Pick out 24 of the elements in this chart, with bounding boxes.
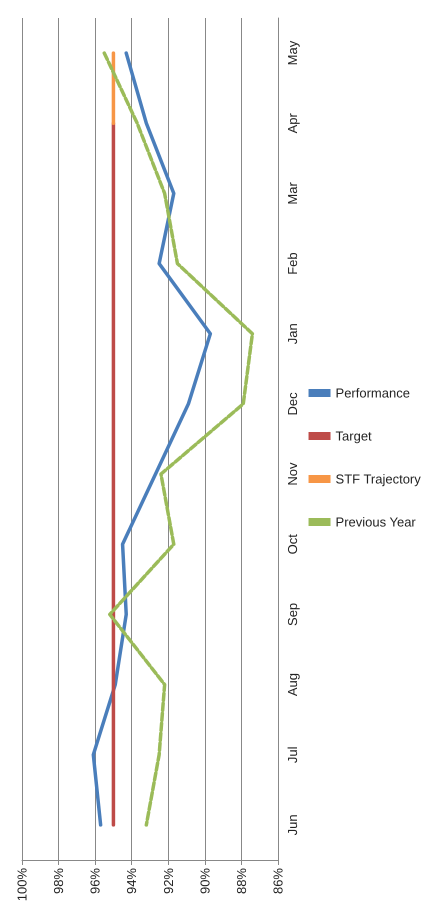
y-tick-label: Feb bbox=[285, 252, 300, 275]
x-tick-label: 90% bbox=[197, 868, 212, 894]
legend-label: Target bbox=[336, 428, 372, 444]
x-tick-label: 94% bbox=[124, 868, 140, 894]
x-tick-label: 92% bbox=[160, 868, 176, 894]
y-tick-label: Oct bbox=[285, 534, 300, 554]
legend-label: Performance bbox=[336, 386, 410, 400]
y-tick-label: Aug bbox=[285, 673, 300, 696]
y-tick-label: Sep bbox=[285, 602, 300, 626]
legend-label: STF Trajectory bbox=[336, 472, 422, 486]
y-tick-label: Jan bbox=[285, 323, 300, 344]
y-tick-label: Dec bbox=[285, 392, 300, 416]
x-tick-label: 98% bbox=[51, 868, 66, 894]
x-tick-label: 96% bbox=[88, 868, 103, 894]
y-tick-label: May bbox=[285, 40, 300, 66]
x-tick-label: 86% bbox=[270, 868, 286, 894]
y-tick-label: Mar bbox=[285, 182, 300, 205]
x-tick-label: 100% bbox=[14, 868, 30, 902]
y-tick-label: Jun bbox=[285, 814, 300, 836]
y-tick-label: Nov bbox=[285, 462, 300, 486]
y-tick-label: Jul bbox=[285, 746, 300, 764]
legend-label: Previous Year bbox=[336, 514, 416, 530]
x-tick-label: 88% bbox=[234, 868, 249, 894]
y-tick-label: Apr bbox=[285, 112, 300, 134]
